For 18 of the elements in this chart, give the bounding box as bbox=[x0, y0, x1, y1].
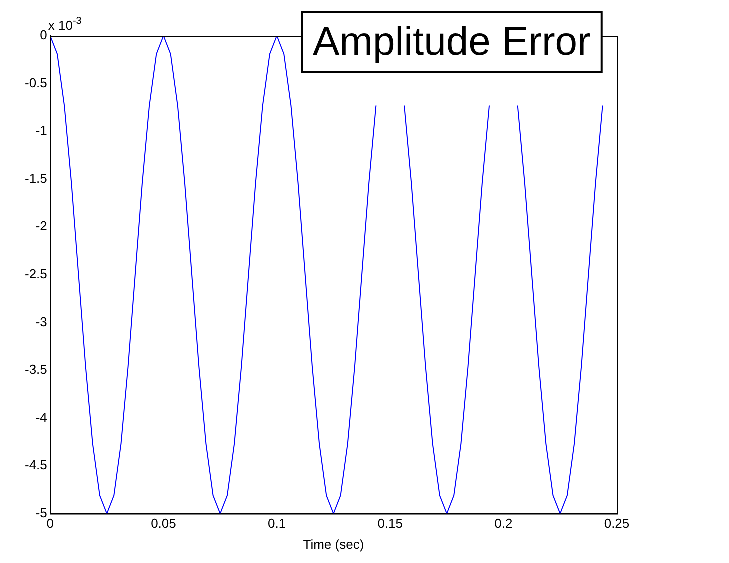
y-tick-label: 0 bbox=[40, 28, 48, 43]
x-tick-label: 0.1 bbox=[268, 516, 286, 532]
x-axis-title: Time (sec) bbox=[303, 536, 364, 552]
y-tick-label: -2 bbox=[36, 218, 48, 234]
y-tick-label: -4.5 bbox=[24, 458, 48, 473]
y-tick-label: -1 bbox=[36, 123, 48, 138]
y-tick-label: -3.5 bbox=[24, 362, 48, 378]
x-tick-label: 0.05 bbox=[151, 516, 176, 532]
x-tick-label: 0.15 bbox=[378, 516, 404, 532]
y-tick-label: -4 bbox=[36, 410, 48, 425]
x-tick-label: 0.2 bbox=[494, 516, 513, 532]
y-tick-label: -5 bbox=[36, 505, 48, 520]
y-tick-label: -3 bbox=[36, 314, 48, 330]
y-tick-label: -2.5 bbox=[24, 266, 48, 282]
chart-title: Amplitude Error bbox=[313, 20, 591, 64]
y-tick-label: -0.5 bbox=[24, 75, 48, 90]
y-tick-label: -1.5 bbox=[24, 170, 48, 186]
x-tick-label: 0.25 bbox=[604, 516, 630, 532]
